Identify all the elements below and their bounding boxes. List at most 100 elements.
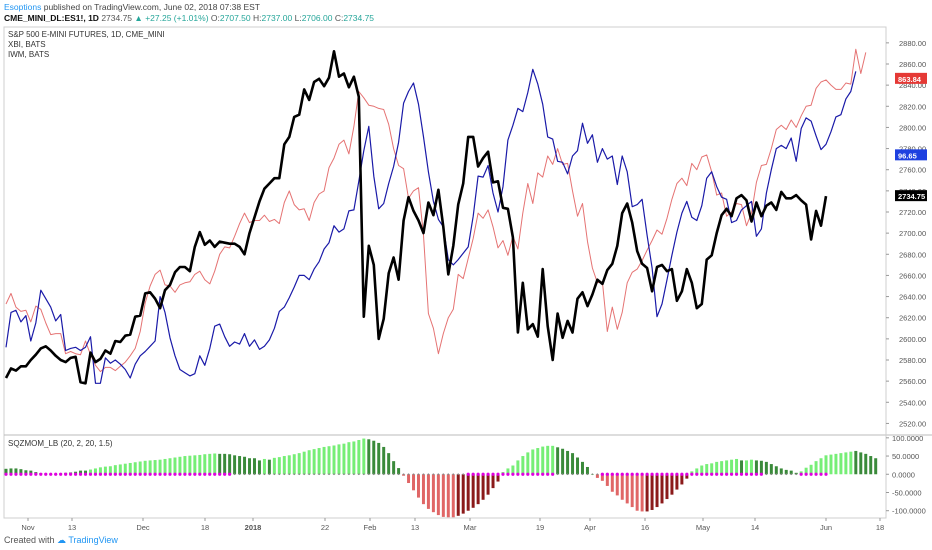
momentum-bar (551, 445, 555, 475)
squeeze-dot (734, 472, 739, 476)
squeeze-dot (24, 472, 28, 476)
momentum-bar (725, 460, 729, 475)
squeeze-dot (223, 472, 227, 476)
high-value: 2737.00 (261, 13, 293, 23)
momentum-bar (685, 474, 689, 479)
squeeze-dot (133, 472, 137, 476)
publish-info: published on TradingView.com, June 02, 2… (43, 2, 260, 12)
momentum-bar (183, 456, 187, 475)
momentum-bar (556, 447, 560, 475)
momentum-bar (377, 442, 381, 475)
squeeze-dot (615, 472, 619, 476)
x-tick-label: Jun (820, 523, 832, 532)
squeeze-off-dot (447, 473, 450, 476)
squeeze-off-dot (293, 473, 296, 476)
indicator-tick-label: 100.0000 (892, 434, 923, 443)
squeeze-off-dot (377, 473, 380, 476)
momentum-bar (521, 456, 525, 475)
momentum-bar (198, 454, 202, 475)
momentum-bar (188, 455, 192, 475)
squeeze-off-dot (561, 473, 564, 476)
x-tick-label: Feb (364, 523, 377, 532)
momentum-bar (625, 474, 629, 504)
x-tick-label: 13 (411, 523, 419, 532)
squeeze-dot (108, 472, 112, 476)
momentum-bar (516, 460, 520, 475)
momentum-bar (392, 461, 396, 475)
xbi-last-badge: 96.65 (898, 151, 917, 160)
y-tick-label: 2700.00 (899, 229, 926, 238)
squeeze-off-dot (248, 473, 251, 476)
squeeze-dot (178, 472, 182, 476)
momentum-bar (864, 453, 868, 475)
squeeze-dot (799, 472, 803, 476)
momentum-bar (352, 441, 356, 475)
x-tick-label: 18 (201, 523, 209, 532)
squeeze-dot (188, 472, 192, 476)
momentum-bar (700, 465, 704, 475)
momentum-bar (566, 450, 570, 475)
momentum-bar (272, 457, 276, 475)
author-link[interactable]: Esoptions (4, 2, 42, 12)
momentum-bar (307, 450, 311, 475)
squeeze-dot (496, 472, 500, 476)
squeeze-off-dot (790, 473, 793, 476)
tradingview-link[interactable]: TradingView (68, 535, 118, 545)
squeeze-dot (39, 472, 43, 476)
squeeze-dot (19, 472, 23, 476)
momentum-bar (784, 469, 788, 475)
squeeze-off-dot (352, 473, 355, 476)
footer: Created with ☁ TradingView (4, 535, 118, 546)
momentum-bar (372, 440, 376, 475)
squeeze-off-dot (243, 473, 246, 476)
price-change: ▲ +27.25 (+1.01%) (134, 13, 209, 23)
squeeze-dot (610, 472, 614, 476)
squeeze-dot (506, 472, 510, 476)
momentum-bar (561, 448, 565, 475)
squeeze-dot (148, 472, 152, 476)
momentum-bar (262, 458, 266, 475)
momentum-bar (14, 468, 18, 475)
momentum-bar (849, 451, 853, 475)
squeeze-off-dot (288, 473, 291, 476)
momentum-bar (754, 460, 758, 475)
squeeze-dot (749, 472, 754, 476)
iwm-last-badge-bg (895, 72, 927, 84)
squeeze-dot (113, 472, 117, 476)
momentum-bar (451, 474, 455, 518)
momentum-bar (238, 456, 242, 475)
momentum-bar (347, 442, 351, 475)
squeeze-dot (73, 472, 78, 476)
momentum-bar (252, 458, 256, 475)
squeeze-dot (98, 472, 103, 476)
squeeze-dot (198, 472, 202, 476)
low-value: 2706.00 (301, 13, 333, 23)
momentum-bar (297, 453, 301, 475)
momentum-bar (193, 455, 197, 475)
momentum-bar (292, 454, 296, 475)
squeeze-dot (511, 472, 515, 476)
squeeze-dot (34, 472, 38, 476)
squeeze-off-dot (298, 473, 301, 476)
x-tick-label: 2018 (245, 523, 262, 532)
squeeze-off-dot (263, 473, 266, 476)
y-tick-label: 2860.00 (899, 60, 926, 69)
squeeze-dot (9, 472, 13, 476)
squeeze-off-dot (417, 473, 420, 476)
indicator-tick-label: 0.0000 (892, 470, 915, 479)
squeeze-off-dot (367, 473, 370, 476)
momentum-bar (218, 453, 222, 475)
momentum-bar (138, 461, 142, 475)
x-tick-label: 16 (641, 523, 649, 532)
x-tick-label: Nov (21, 523, 35, 532)
momentum-bar (680, 474, 684, 485)
momentum-bar (277, 457, 281, 475)
x-tick-label: May (696, 523, 710, 532)
momentum-bar (610, 474, 614, 492)
squeeze-off-dot (323, 473, 325, 476)
momentum-bar (93, 468, 97, 475)
plot-frame (3, 26, 887, 519)
momentum-bar (645, 474, 649, 512)
squeeze-dot (103, 472, 107, 476)
